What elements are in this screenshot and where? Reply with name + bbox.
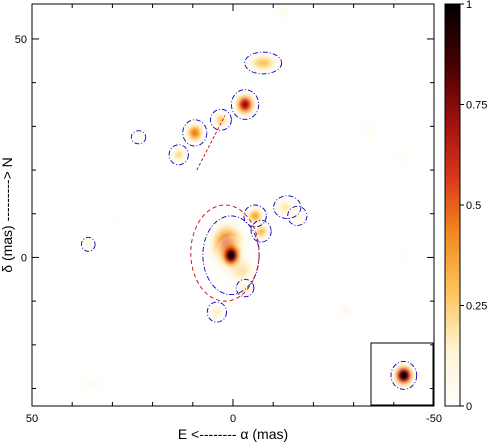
intensity-map	[76, 0, 419, 401]
source-blob	[227, 85, 263, 124]
y-axis-label: δ (mas) ---------> N	[0, 157, 15, 272]
source-blob	[389, 142, 419, 172]
colorbar: 0 0.25 0.5 0.75 1	[444, 0, 487, 413]
position-angle-line	[196, 115, 226, 171]
source-blob	[393, 246, 415, 269]
source-blob	[333, 297, 359, 323]
source-blob	[270, 0, 296, 27]
contour-line	[243, 204, 267, 228]
beam-contour	[390, 360, 418, 390]
source-blob	[109, 210, 128, 231]
contour-line	[182, 119, 208, 147]
beam-psf	[387, 357, 421, 394]
contour-line	[273, 195, 302, 219]
sources-layer	[76, 0, 419, 401]
contour-line	[250, 219, 272, 243]
x-tick-label: 0	[230, 413, 236, 425]
colorbar-tick-label: 0.75	[466, 100, 487, 112]
colorbar-scale	[444, 3, 461, 407]
colorbar-tick-label: 0	[466, 401, 472, 413]
colorbar-tick-label: 0.5	[466, 200, 481, 212]
colorbar-ticks: 0 0.25 0.5 0.75 1	[460, 0, 487, 413]
source-blob	[233, 45, 293, 81]
y-tick-label: 50	[15, 34, 27, 46]
source-blob	[356, 115, 384, 146]
contour-line	[230, 89, 260, 120]
x-tick-label: 50	[26, 413, 38, 425]
beam-inset	[370, 342, 434, 406]
contour-line	[80, 236, 96, 252]
y-tick-label: 0	[21, 252, 27, 264]
source-blob	[266, 190, 305, 225]
y-axis-ticks: 50 0	[15, 34, 434, 390]
source-blob	[76, 232, 100, 256]
contour-line	[190, 204, 260, 302]
x-axis-ticks: 50 0 -50	[26, 4, 442, 425]
source-blob	[77, 368, 107, 401]
contour-line	[168, 144, 189, 166]
contour-line	[210, 108, 232, 131]
contour-line	[287, 205, 308, 226]
contour-line	[130, 130, 147, 145]
source-blob	[214, 234, 248, 276]
colorbar-tick-label: 1	[466, 0, 472, 11]
x-tick-label: -50	[426, 413, 442, 425]
source-blob	[127, 125, 151, 149]
contour-line	[244, 51, 283, 75]
x-axis-label: E <-------- α (mas)	[178, 426, 288, 442]
contour-line	[235, 278, 255, 298]
beam-blob	[387, 357, 421, 394]
contour-line	[206, 301, 228, 323]
source-blob	[202, 297, 232, 327]
colorbar-tick-label: 0.25	[466, 301, 487, 313]
contours-layer	[80, 51, 308, 323]
